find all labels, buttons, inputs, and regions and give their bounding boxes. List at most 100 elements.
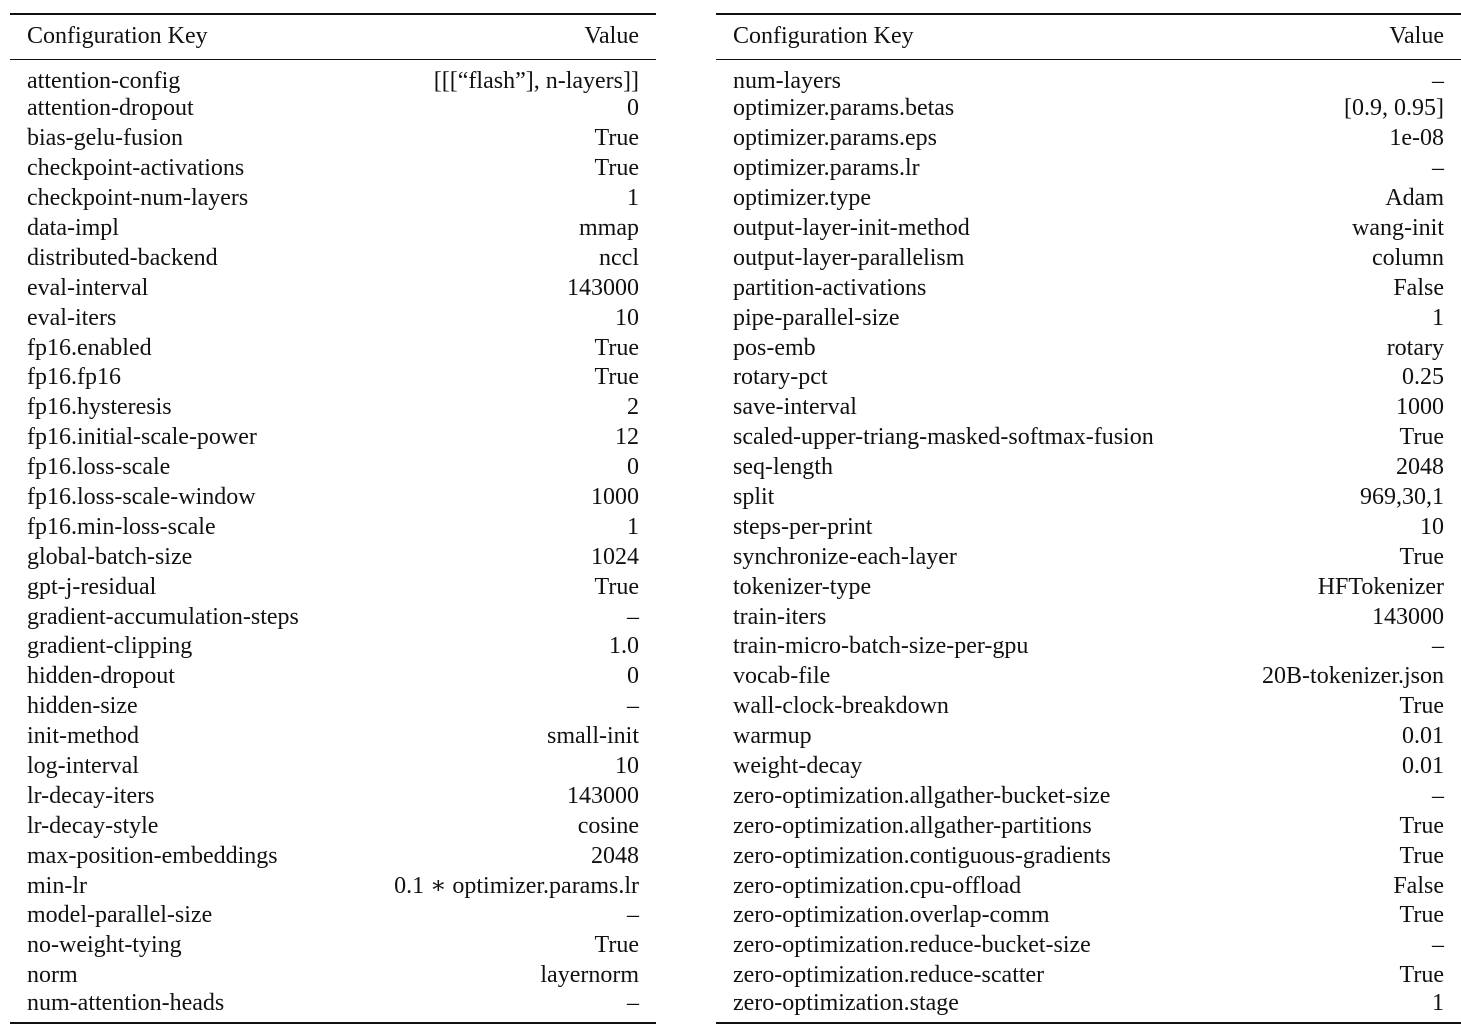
table-header-row: Configuration Key Value [10,14,656,59]
table-row: gpt-j-residual True [10,572,656,602]
table-row: fp16.enabled True [10,333,656,363]
table-row: eval-iters 10 [10,303,656,333]
config-key-cell: init-method [27,723,139,750]
config-value-cell: – [1432,633,1444,660]
table-row: eval-interval 143000 [10,273,656,303]
config-key-cell: pos-emb [733,334,816,361]
config-key-cell: optimizer.params.eps [733,125,937,152]
table-row: fp16.loss-scale-window 1000 [10,482,656,512]
config-value-cell: True [1399,962,1444,989]
config-key-cell: partition-activations [733,274,927,301]
table-row: min-lr 0.1 ∗ optimizer.params.lr [10,871,656,901]
config-key-cell: fp16.loss-scale [27,454,171,481]
config-key-cell: data-impl [27,215,119,241]
config-value-cell: 2048 [1396,454,1444,481]
config-value-cell: 2048 [591,842,639,869]
config-key-cell: min-lr [27,872,87,899]
config-key-cell: zero-optimization.overlap-comm [733,902,1050,929]
config-value-cell: 1024 [591,543,639,570]
config-value-cell: cosine [577,812,639,839]
table-row: weight-decay 0.01 [716,751,1461,781]
table-row: model-parallel-size – [10,901,656,931]
config-key-cell: checkpoint-activations [27,155,245,182]
config-value-cell: 2 [627,394,639,421]
config-value-cell: 1000 [591,484,639,511]
config-key-cell: vocab-file [733,663,831,690]
config-key-cell: log-interval [27,753,139,780]
config-key-cell: gpt-j-residual [27,573,157,600]
table-row: tokenizer-type HFTokenizer [716,572,1461,602]
config-value-cell: layernorm [540,962,639,989]
config-key-cell: gradient-accumulation-steps [27,603,299,630]
config-key-cell: model-parallel-size [27,902,213,929]
table-row: pipe-parallel-size 1 [716,303,1461,333]
config-key-cell: train-micro-batch-size-per-gpu [733,633,1029,660]
table-row: max-position-embeddings 2048 [10,841,656,871]
table-row: checkpoint-num-layers 1 [10,183,656,213]
table-row: vocab-file 20B-tokenizer.json [716,661,1461,691]
config-key-cell: num-layers [733,67,841,94]
config-value-cell: True [594,932,639,959]
table-row: lr-decay-iters 143000 [10,781,656,811]
config-value-cell: 0.1 ∗ optimizer.params.lr [394,872,639,899]
table-row: zero-optimization.contiguous-gradients Tr… [716,841,1461,871]
config-key-cell: distributed-backend [27,244,218,271]
config-key-cell: train-iters [733,603,827,630]
config-key-cell: attention-config [27,67,181,94]
table-header-row: Configuration Key Value [716,14,1461,59]
config-value-cell: 143000 [1372,603,1444,630]
config-key-cell: hidden-dropout [27,663,175,690]
table-row: fp16.initial-scale-power 12 [10,422,656,452]
table-row: attention-config [[[“flash”], n-layers]] [10,59,656,94]
table-row: partition-activations False [716,273,1461,303]
config-key-cell: synchronize-each-layer [733,543,957,570]
config-value-cell: – [1432,932,1444,959]
config-value-cell: True [594,155,639,182]
config-value-cell: 20B-tokenizer.json [1262,663,1444,690]
table-row: optimizer.params.lr – [716,153,1461,183]
config-value-cell: True [594,364,639,391]
config-value-cell: 0 [627,663,639,690]
config-value-cell: 0.01 [1402,753,1444,780]
config-key-cell: lr-decay-style [27,812,159,839]
column-header-key: Configuration Key [27,23,208,50]
table-row: warmup 0.01 [716,721,1461,751]
config-value-cell: mmap [579,215,639,241]
table-row: norm layernorm [10,960,656,990]
config-key-cell: eval-iters [27,304,117,331]
config-value-cell: 1 [627,513,639,540]
config-value-cell: nccl [599,244,639,271]
config-key-cell: weight-decay [733,753,863,780]
table-row: global-batch-size 1024 [10,542,656,572]
config-value-cell: True [1399,424,1444,451]
table-row: train-iters 143000 [716,602,1461,632]
config-value-cell: True [1399,842,1444,869]
config-value-cell: 0 [627,95,639,122]
config-value-cell: 0.25 [1402,364,1444,391]
table-row: hidden-dropout 0 [10,661,656,691]
config-table-left: Configuration Key Value attention-config… [10,13,656,1024]
config-value-cell: True [594,573,639,600]
table-row: num-layers – [716,59,1461,94]
config-value-cell: 1 [1432,304,1444,331]
config-value-cell: True [1399,902,1444,929]
table-row: optimizer.params.eps 1e-08 [716,123,1461,153]
config-value-cell: 0.01 [1402,723,1444,750]
table-row: no-weight-tying True [10,930,656,960]
table-row: gradient-clipping 1.0 [10,632,656,662]
config-value-cell: – [1432,155,1444,182]
table-row: fp16.hysteresis 2 [10,392,656,422]
config-value-cell: 12 [615,424,639,451]
config-key-cell: fp16.loss-scale-window [27,484,256,511]
config-value-cell: 10 [615,753,639,780]
config-key-cell: no-weight-tying [27,932,182,959]
config-value-cell: wang-init [1352,215,1444,241]
table-row: zero-optimization.reduce-bucket-size – [716,930,1461,960]
table-row: synchronize-each-layer True [716,542,1461,572]
config-key-cell: scaled-upper-triang-masked-softmax-fusio… [733,424,1154,451]
table-row: output-layer-parallelism column [716,243,1461,273]
config-value-cell: True [1399,543,1444,570]
table-row: zero-optimization.cpu-offload False [716,871,1461,901]
table-row: zero-optimization.stage 1 [716,990,1461,1024]
table-row: bias-gelu-fusion True [10,123,656,153]
